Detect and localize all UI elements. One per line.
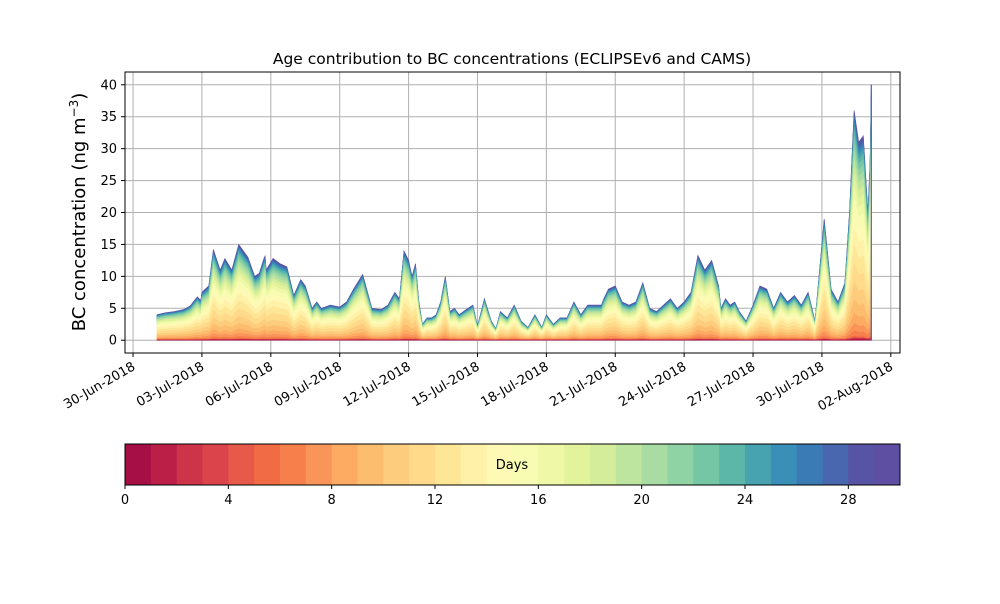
colorbar-cell xyxy=(512,444,539,485)
colorbar-cell xyxy=(719,444,746,485)
stacked-age-bands xyxy=(156,84,872,341)
colorbar-cell xyxy=(564,444,591,485)
colorbar-cell xyxy=(848,444,875,485)
y-tick-label: 20 xyxy=(100,206,117,221)
colorbar-cell xyxy=(383,444,410,485)
colorbar-label: Days xyxy=(496,458,529,473)
colorbar-tick-label: 8 xyxy=(328,493,336,508)
colorbar-cell xyxy=(796,444,823,485)
y-axis-label-exponent: −3 xyxy=(67,100,81,118)
colorbar-tick-label: 28 xyxy=(840,493,857,508)
colorbar-cell xyxy=(460,444,488,485)
colorbar-cell xyxy=(641,444,668,485)
colorbar-cell xyxy=(745,444,772,485)
colorbar-cell xyxy=(590,444,617,485)
colorbar-cell xyxy=(538,444,565,485)
colorbar-cell xyxy=(176,444,203,485)
y-tick-label: 10 xyxy=(100,270,117,285)
y-axis-label: BC concentration (ng m−3) xyxy=(67,93,90,332)
y-axis: 0 5 10 15 20 25 30 35 40 xyxy=(100,78,125,349)
colorbar-ticks: 0 4 8 12 16 20 24 28 xyxy=(121,485,857,508)
y-tick-label: 5 xyxy=(109,302,117,317)
colorbar-tick-label: 20 xyxy=(633,493,650,508)
colorbar-cell xyxy=(228,444,255,485)
colorbar-cell xyxy=(254,444,281,485)
colorbar-tick-label: 24 xyxy=(737,493,754,508)
colorbar-cell xyxy=(280,444,307,485)
y-tick-label: 15 xyxy=(100,238,117,253)
y-axis-label-close: ) xyxy=(69,93,90,100)
y-tick-label: 25 xyxy=(100,174,117,189)
colorbar-cell xyxy=(874,444,901,485)
chart-title: Age contribution to BC concentrations (E… xyxy=(273,50,751,68)
colorbar-frame xyxy=(124,443,901,486)
colorbar: Days 0 4 8 12 16 20 24 28 xyxy=(121,443,901,508)
colorbar-cell xyxy=(305,444,333,485)
colorbar-cell xyxy=(693,444,720,485)
y-axis-label-text: BC concentration (ng m xyxy=(69,117,90,331)
colorbar-cell xyxy=(202,444,229,485)
y-tick-label: 35 xyxy=(100,110,117,125)
y-tick-label: 40 xyxy=(100,78,117,93)
colorbar-tick-label: 12 xyxy=(427,493,444,508)
colorbar-cell xyxy=(409,444,436,485)
colorbar-cell xyxy=(486,444,513,485)
colorbar-cell xyxy=(125,444,152,485)
colorbar-tick-label: 16 xyxy=(530,493,547,508)
colorbar-cell xyxy=(667,444,694,485)
colorbar-cell xyxy=(770,444,798,485)
colorbar-cell xyxy=(822,444,849,485)
colorbar-tick-label: 4 xyxy=(224,493,232,508)
colorbar-cell xyxy=(331,444,358,485)
colorbar-cell xyxy=(435,444,462,485)
y-tick-label: 0 xyxy=(109,334,117,349)
colorbar-cell xyxy=(357,444,384,485)
colorbar-tick-label: 0 xyxy=(121,493,129,508)
colorbar-cell xyxy=(615,444,643,485)
y-tick-label: 30 xyxy=(100,142,117,157)
colorbar-cells xyxy=(125,444,901,485)
colorbar-cell xyxy=(150,444,178,485)
